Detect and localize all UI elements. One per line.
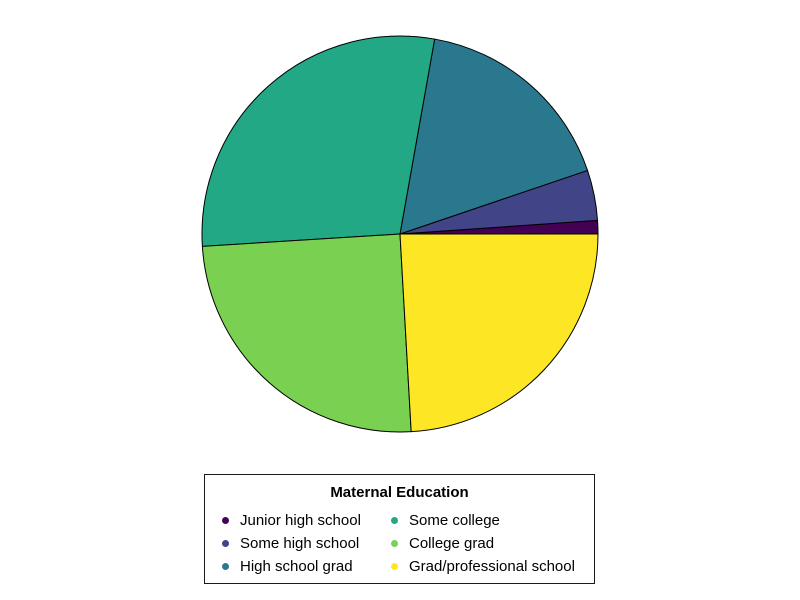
legend-item-junior-high-school: Junior high school (222, 512, 361, 529)
pie-slice-college-grad (201, 233, 412, 433)
pie-slices (201, 35, 599, 433)
legend-marker-some-high-school (222, 540, 229, 547)
legend-label-junior-high-school: Junior high school (240, 512, 361, 529)
legend: Maternal Education Junior high school So… (204, 474, 595, 584)
legend-item-grad-professional-school: Grad/professional school (391, 558, 575, 575)
legend-label-grad-professional-school: Grad/professional school (409, 558, 575, 575)
legend-marker-college-grad (391, 540, 398, 547)
legend-item-some-high-school: Some high school (222, 535, 359, 552)
legend-item-college-grad: College grad (391, 535, 494, 552)
legend-item-some-college: Some college (391, 512, 500, 529)
legend-marker-junior-high-school (222, 517, 229, 524)
legend-marker-some-college (391, 517, 398, 524)
pie-slice-high-school-grad (399, 38, 589, 235)
legend-marker-grad-professional-school (391, 563, 398, 570)
legend-label-some-college: Some college (409, 512, 500, 529)
legend-label-high-school-grad: High school grad (240, 558, 353, 575)
legend-marker-high-school-grad (222, 563, 229, 570)
pie-slice-grad-professional-school (399, 233, 599, 433)
legend-label-some-high-school: Some high school (240, 535, 360, 552)
legend-label-college-grad: College grad (409, 535, 495, 552)
legend-item-high-school-grad: High school grad (222, 558, 353, 575)
pie-slice-some-college (201, 35, 436, 247)
legend-title: Maternal Education (330, 484, 469, 501)
